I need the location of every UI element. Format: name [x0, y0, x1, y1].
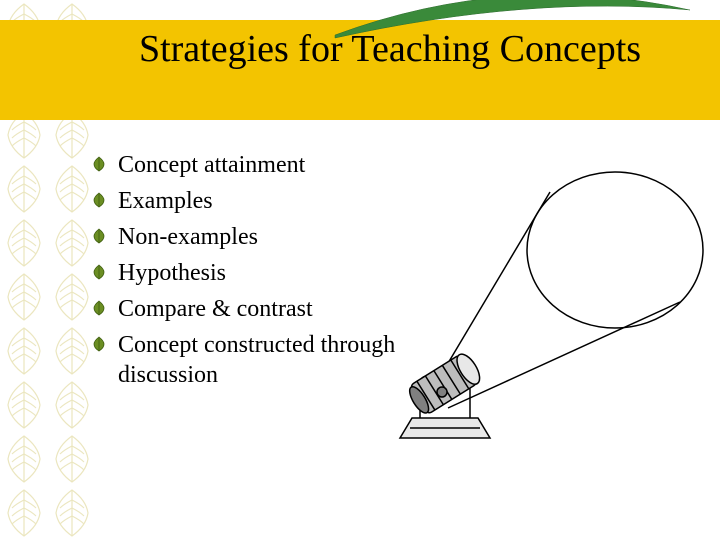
- bullet-text: Compare & contrast: [118, 294, 313, 324]
- bullet-text: Hypothesis: [118, 258, 226, 288]
- bullet-text: Concept constructed through discussion: [118, 330, 410, 390]
- bullet-item: Examples: [90, 186, 410, 216]
- bullet-text: Concept attainment: [118, 150, 305, 180]
- bullet-item: Concept constructed through discussion: [90, 330, 410, 390]
- bullet-item: Hypothesis: [90, 258, 410, 288]
- bullet-text: Examples: [118, 186, 213, 216]
- bullet-item: Non-examples: [90, 222, 410, 252]
- leaf-bullet-icon: [90, 336, 108, 352]
- bullet-list: Concept attainment Examples Non-examples Hy…: [90, 150, 410, 396]
- leaf-bullet-icon: [90, 156, 108, 172]
- leaf-bullet-icon: [90, 300, 108, 316]
- leaf-bullet-icon: [90, 192, 108, 208]
- leaf-bullet-icon: [90, 228, 108, 244]
- bullet-item: Concept attainment: [90, 150, 410, 180]
- leaf-bullet-icon: [90, 264, 108, 280]
- spotlight-illustration: [380, 170, 710, 470]
- slide-title: Strategies for Teaching Concepts: [90, 28, 690, 72]
- bullet-text: Non-examples: [118, 222, 258, 252]
- bullet-item: Compare & contrast: [90, 294, 410, 324]
